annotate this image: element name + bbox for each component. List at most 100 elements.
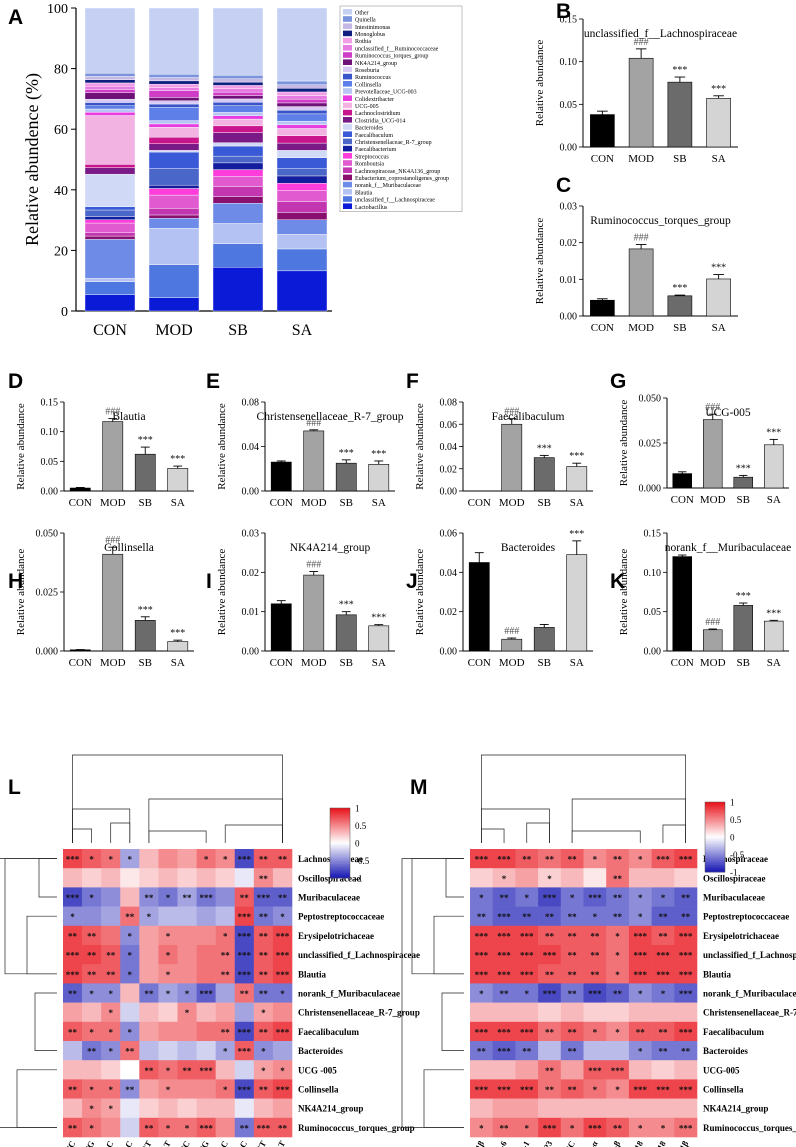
heat-cell xyxy=(628,983,652,1003)
legend-swatch xyxy=(343,9,352,15)
stack-segment xyxy=(212,203,264,224)
cell-stars: * xyxy=(593,1085,598,1095)
colorbar-tick-label: 1 xyxy=(355,804,360,814)
colorbar-step xyxy=(705,851,725,854)
cell-stars: ** xyxy=(106,951,116,961)
dendrogram-branch xyxy=(481,754,686,843)
heat-cell xyxy=(674,945,698,965)
cell-stars: *** xyxy=(634,931,648,941)
cell-stars: ** xyxy=(125,1085,135,1095)
dendrogram-branch xyxy=(110,822,131,843)
stack-segment xyxy=(84,216,136,220)
heat-cell xyxy=(215,925,236,946)
cell-stars: *** xyxy=(543,893,557,903)
significance-label: *** xyxy=(170,628,185,639)
heat-cell xyxy=(606,925,630,946)
heat-cell xyxy=(139,925,159,946)
heat-cell xyxy=(492,887,516,907)
stack-segment xyxy=(212,88,264,93)
legend-swatch xyxy=(343,59,352,65)
bar xyxy=(533,457,555,492)
colorbar-step xyxy=(705,819,725,822)
heat-cell xyxy=(272,945,293,965)
y-tick-label: 0.15 xyxy=(41,398,59,409)
cell-stars: *** xyxy=(679,989,693,999)
cell-stars: ** xyxy=(87,970,97,980)
panel-letter-h: H xyxy=(8,570,23,593)
heat-cell xyxy=(515,1021,539,1042)
colorbar-step xyxy=(705,861,725,864)
heat-cell xyxy=(651,1021,675,1042)
heat-cell xyxy=(196,983,216,1003)
colorbar-step xyxy=(330,846,350,849)
cell-stars: ** xyxy=(613,989,623,999)
heat-cell xyxy=(628,906,652,927)
cell-stars: * xyxy=(89,989,94,999)
x-tick-label: MOD xyxy=(499,497,525,509)
x-tick-label: SA xyxy=(570,497,584,509)
stack-segment xyxy=(84,219,136,224)
cell-stars: *** xyxy=(497,1047,511,1057)
panel-letter-a: A xyxy=(8,6,23,29)
bar xyxy=(303,430,325,492)
stack-segment xyxy=(148,120,200,125)
col-label: pro-IL-1β xyxy=(664,1139,691,1147)
heat-cell xyxy=(606,906,630,927)
y-tick-label: 0.06 xyxy=(440,529,458,540)
row-label: Blautia xyxy=(298,969,327,979)
heat-cell xyxy=(492,868,516,888)
heat-cell xyxy=(492,945,516,965)
legend-swatch xyxy=(343,37,352,44)
stack-segment xyxy=(276,201,328,213)
chart-title: Ruminococcus_torques_group xyxy=(590,215,731,227)
colorbar-step xyxy=(330,816,350,819)
bar xyxy=(590,299,615,317)
cell-stars: ** xyxy=(259,989,269,999)
heat-cell xyxy=(63,1021,83,1042)
stack-segment xyxy=(276,120,328,126)
stack-segment xyxy=(276,88,328,93)
heat-cell xyxy=(253,1079,274,1099)
bar xyxy=(368,463,390,492)
cell-stars: ** xyxy=(681,1047,691,1057)
heat-cell xyxy=(674,925,698,946)
cell-stars: * xyxy=(89,855,94,865)
heat-cell xyxy=(253,1060,274,1080)
colorbar-step xyxy=(705,859,725,862)
heat-cell xyxy=(177,906,197,927)
heat-cell xyxy=(583,1021,607,1042)
heat-cell xyxy=(606,983,630,1003)
x-tick-label: CON xyxy=(468,657,491,669)
panel-letter-b: B xyxy=(556,0,571,23)
stack-segment xyxy=(84,239,136,279)
heat-cell xyxy=(101,945,121,965)
cell-stars: * xyxy=(108,989,113,999)
bar xyxy=(368,625,390,652)
stack-segment xyxy=(212,155,264,164)
cell-stars: ** xyxy=(500,893,510,903)
y-axis-label: Relative abundance xyxy=(216,403,228,490)
colorbar-step xyxy=(705,833,725,836)
row-label: UCG -005 xyxy=(298,1065,337,1075)
cell-stars: ** xyxy=(613,874,623,884)
cell-stars: * xyxy=(638,989,643,999)
heat-cell xyxy=(538,945,562,965)
legend-label: Monoglobus xyxy=(355,32,386,38)
heat-cell xyxy=(82,1021,102,1042)
stack-segment xyxy=(276,106,328,111)
col-label: IL-18 xyxy=(626,1139,645,1147)
y-tick-label: 0.025 xyxy=(639,439,662,450)
cell-stars: *** xyxy=(679,855,693,865)
heat-cell xyxy=(139,983,159,1003)
stack-segment xyxy=(212,243,264,268)
bar xyxy=(706,98,731,148)
heat-cell xyxy=(215,887,236,907)
stack-segment xyxy=(148,103,200,108)
bar xyxy=(628,248,654,317)
cell-stars: ** xyxy=(568,855,578,865)
legend-swatch xyxy=(343,30,352,37)
y-tick-label: 0.025 xyxy=(36,588,59,599)
heat-cell xyxy=(272,1002,293,1023)
heat-cell xyxy=(606,1117,630,1138)
y-tick-label: 0.04 xyxy=(440,568,458,579)
